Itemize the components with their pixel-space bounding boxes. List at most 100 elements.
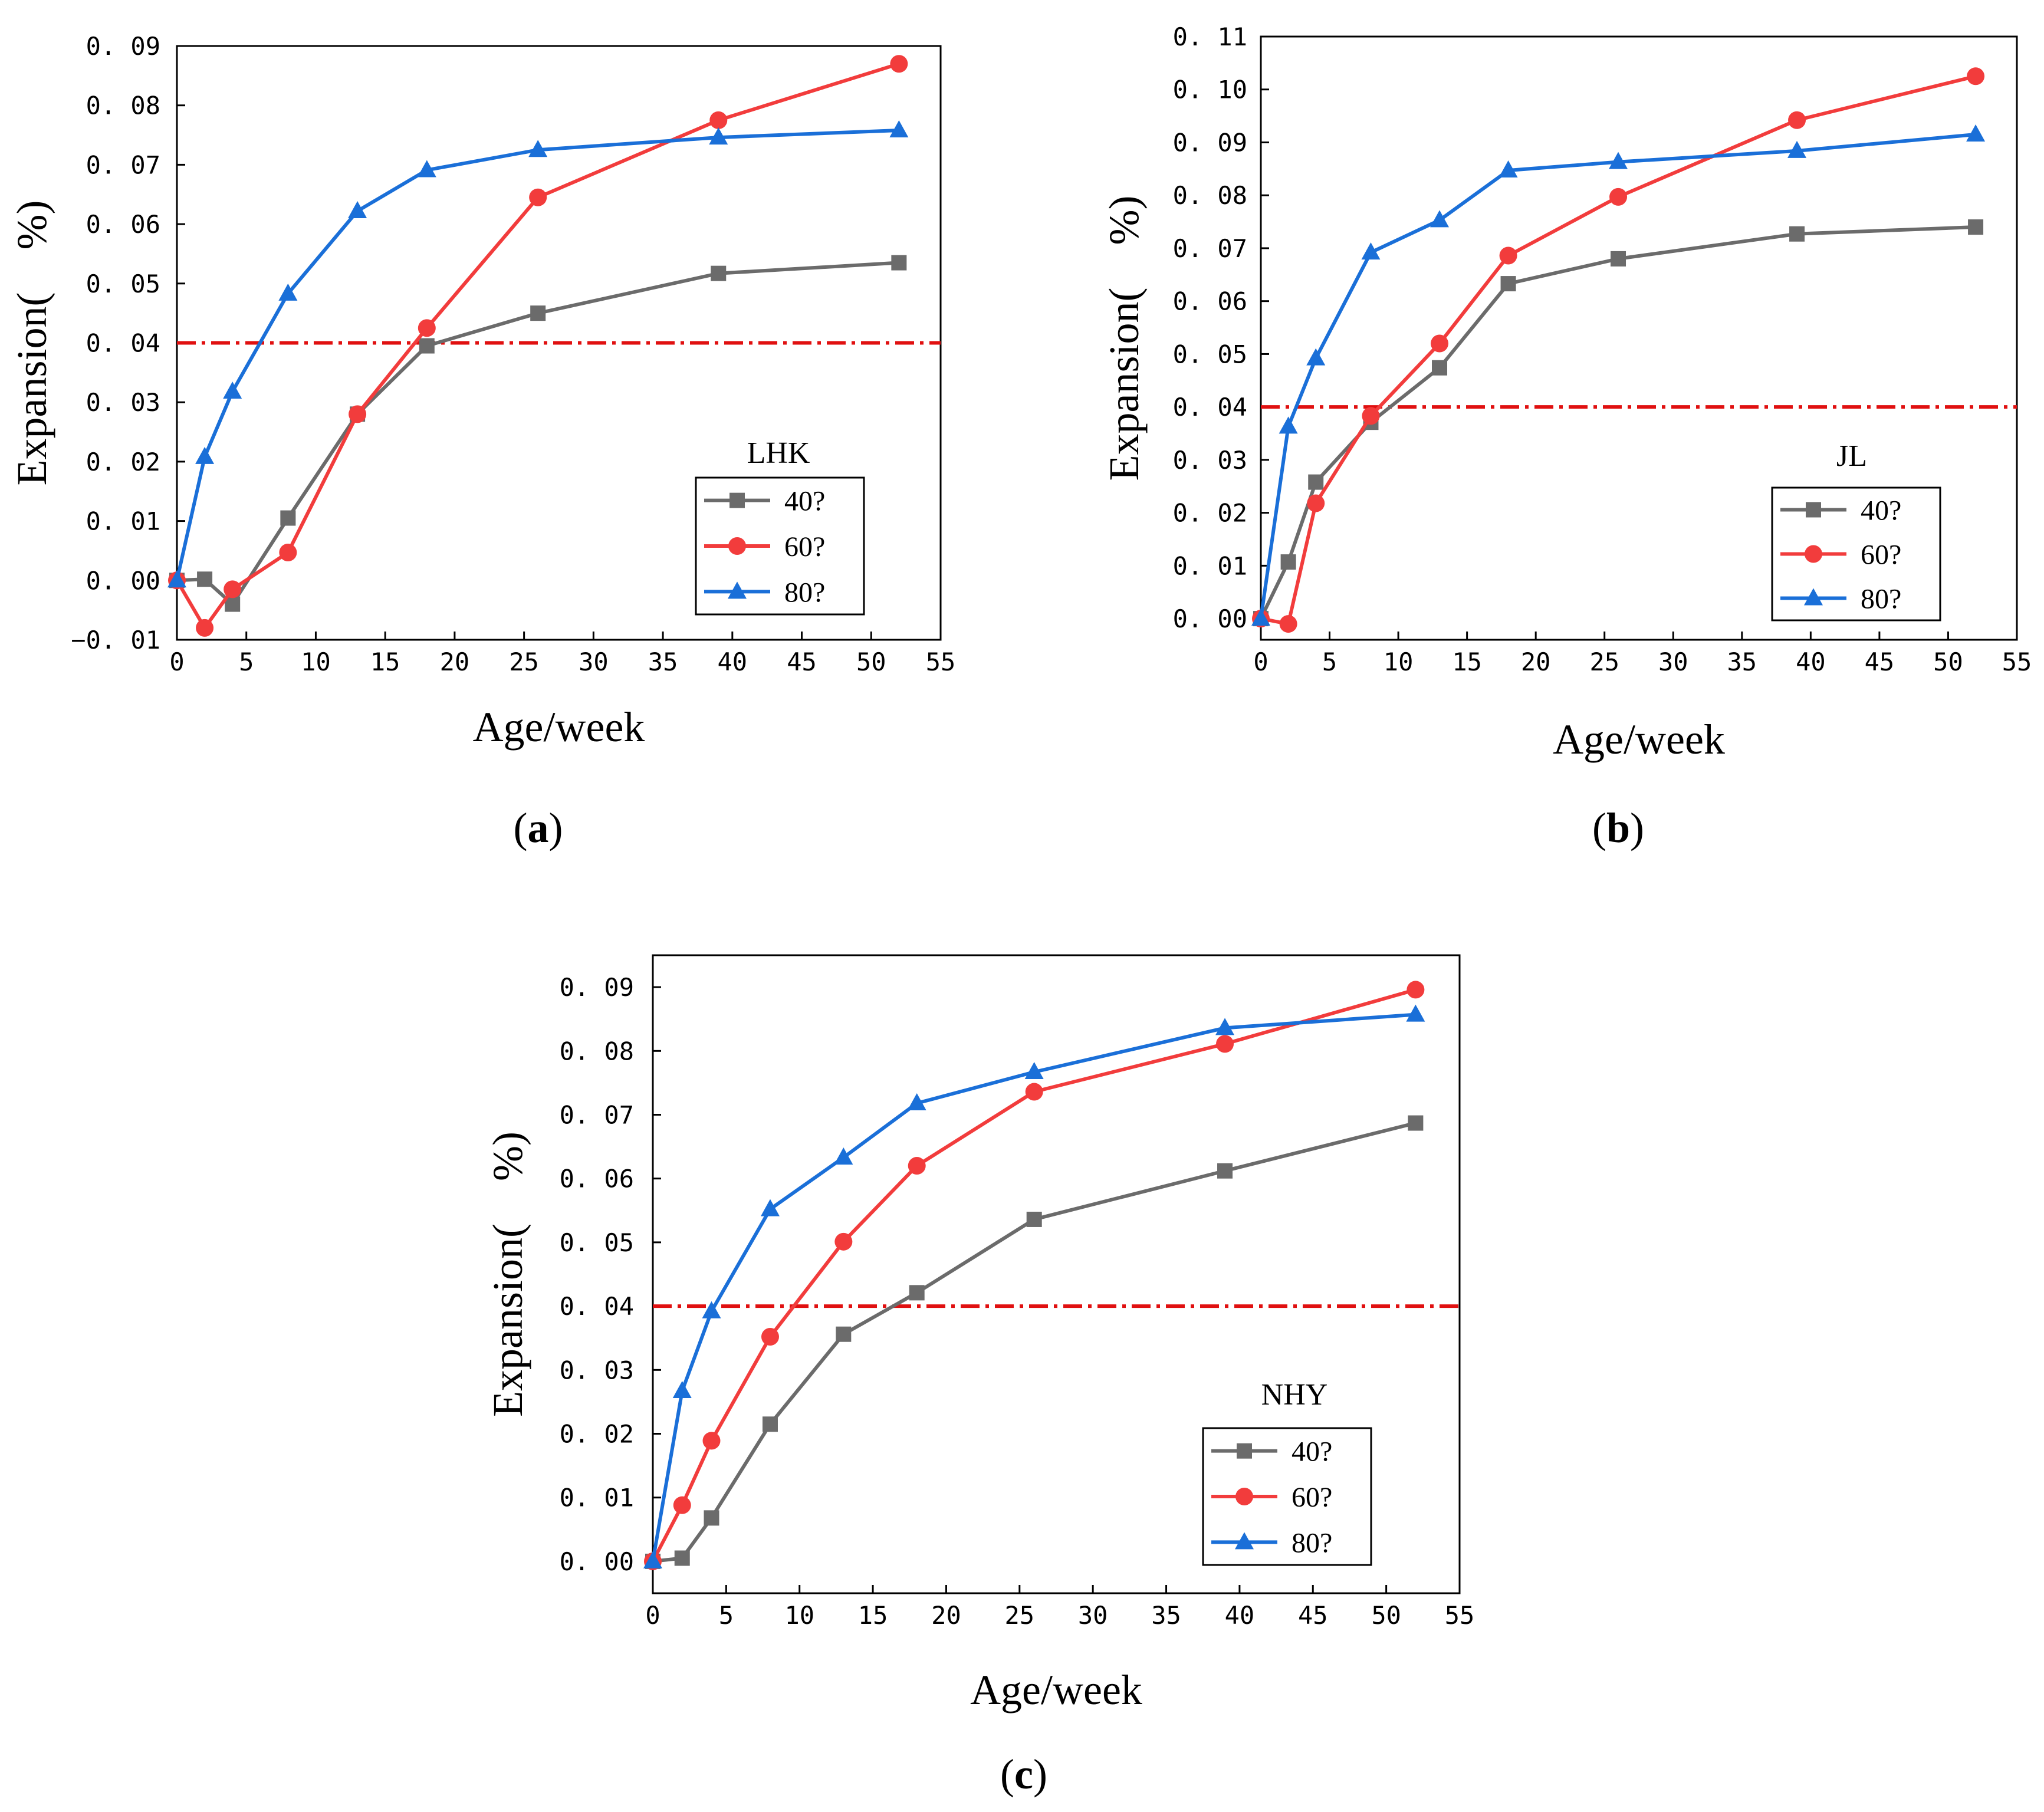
y-tick-label: 0. 01 — [1173, 551, 1247, 580]
data-point — [1408, 1115, 1424, 1131]
data-point — [417, 160, 436, 177]
x-tick-label: 55 — [2002, 647, 2032, 676]
data-point — [280, 510, 296, 526]
data-point — [908, 1157, 926, 1175]
panel-letter: c — [1014, 1751, 1033, 1798]
data-point — [709, 111, 728, 129]
x-tick-label: 10 — [301, 647, 331, 676]
y-tick-label: 0. 04 — [1173, 393, 1247, 422]
legend-marker — [1237, 1443, 1252, 1459]
y-tick-label: 0. 07 — [1173, 234, 1247, 263]
y-tick-label: −0. 01 — [71, 626, 160, 655]
x-tick-label: 15 — [858, 1601, 888, 1630]
legend-title: JL — [1836, 439, 1867, 473]
y-tick-label: 0. 07 — [560, 1101, 634, 1130]
data-point — [1968, 219, 1984, 235]
y-tick-label: 0. 06 — [86, 210, 160, 239]
panel-label: (a) — [514, 804, 563, 851]
legend-label: 60? — [784, 531, 825, 563]
y-tick-label: 0. 05 — [1173, 340, 1247, 369]
x-tick-label: 50 — [856, 647, 886, 676]
y-tick-label: 0. 02 — [86, 448, 160, 476]
x-tick-label: 35 — [648, 647, 678, 676]
y-tick-label: 0. 02 — [1173, 499, 1247, 528]
y-tick-label: 0. 07 — [86, 150, 160, 179]
series-2 — [1251, 124, 1986, 626]
x-tick-label: 10 — [784, 1601, 814, 1630]
x-tick-label: 55 — [926, 647, 956, 676]
y-axis-title: Expansion( %) — [8, 200, 55, 486]
data-point — [1431, 334, 1449, 353]
data-point — [1308, 474, 1324, 490]
data-point — [418, 319, 436, 337]
x-tick-label: 10 — [1384, 647, 1414, 676]
x-tick-label: 50 — [1371, 1601, 1401, 1630]
y-tick-label: 0. 06 — [560, 1165, 634, 1193]
plot-frame — [652, 954, 1461, 1594]
data-point — [1788, 111, 1806, 129]
x-tick-label: 35 — [1727, 647, 1757, 676]
data-point — [836, 1326, 852, 1342]
data-point — [1499, 246, 1517, 265]
y-tick-label: 0. 02 — [560, 1420, 634, 1449]
data-point — [529, 188, 547, 206]
legend: LHK 40? 60? 80? — [695, 436, 865, 616]
panel-paren-close: ) — [1033, 1751, 1047, 1798]
x-tick-label: 25 — [1005, 1601, 1035, 1630]
panel-label: (b) — [1592, 804, 1644, 851]
panel-paren-close: ) — [1630, 804, 1644, 851]
x-tick-label: 30 — [1078, 1601, 1108, 1630]
x-tick-label: 5 — [239, 647, 254, 676]
y-tick-label: 0. 10 — [1173, 75, 1247, 104]
y-tick-label: 0. 09 — [560, 973, 634, 1002]
data-point — [1966, 124, 1986, 142]
x-tick-label: 45 — [1298, 1601, 1328, 1630]
data-point — [349, 405, 367, 423]
y-tick-label: 0. 05 — [560, 1228, 634, 1257]
data-point — [167, 570, 186, 588]
y-tick-label: 0. 03 — [86, 388, 160, 417]
data-point — [348, 200, 367, 218]
y-tick-label: 0. 09 — [86, 32, 160, 61]
legend-label: 80? — [1861, 584, 1901, 615]
legend-marker — [1235, 1488, 1253, 1505]
data-point — [889, 120, 909, 137]
x-tick-label: 5 — [1322, 647, 1337, 676]
y-tick-label: 0. 05 — [86, 269, 160, 298]
data-point — [1361, 242, 1381, 260]
legend-marker — [728, 537, 746, 555]
data-point — [1215, 1018, 1235, 1035]
data-point — [1609, 152, 1628, 169]
data-point — [702, 1432, 721, 1450]
x-tick-label: 50 — [1933, 647, 1963, 676]
x-tick-label: 0 — [169, 647, 184, 676]
panel-paren-close: ) — [549, 804, 563, 851]
x-tick-label: 15 — [1452, 647, 1482, 676]
y-tick-label: 0. 06 — [1173, 287, 1247, 316]
data-point — [1609, 188, 1628, 206]
data-point — [1406, 1004, 1425, 1022]
data-point — [907, 1093, 926, 1111]
x-tick-label: 25 — [509, 647, 539, 676]
panel-letter: a — [528, 804, 549, 851]
legend-marker — [1806, 502, 1821, 518]
data-point — [1216, 1035, 1234, 1053]
y-tick-label: 0. 00 — [560, 1547, 634, 1576]
panel-paren-open: ( — [1592, 804, 1606, 851]
data-point — [1362, 407, 1380, 425]
y-tick-label: 0. 00 — [86, 566, 160, 595]
x-tick-label: 40 — [1796, 647, 1826, 676]
y-tick-label: 0. 03 — [560, 1356, 634, 1385]
data-point — [643, 1551, 662, 1568]
series-0 — [645, 1115, 1424, 1569]
legend-label: 60? — [1292, 1482, 1332, 1513]
y-tick-label: 0. 03 — [1173, 446, 1247, 475]
data-point — [834, 1232, 853, 1251]
chart-panel-a: 0 5 10 15 20 25 30 35 40 45 50 55 −0. 01 0. 00 0. 01 0.… — [8, 32, 955, 851]
x-axis-title: Age/week — [473, 703, 645, 751]
data-point — [834, 1147, 853, 1165]
data-point — [223, 382, 242, 399]
legend: JL 40? 60? 80? — [1771, 439, 1941, 621]
panel-letter: b — [1606, 804, 1630, 851]
data-point — [419, 338, 435, 354]
